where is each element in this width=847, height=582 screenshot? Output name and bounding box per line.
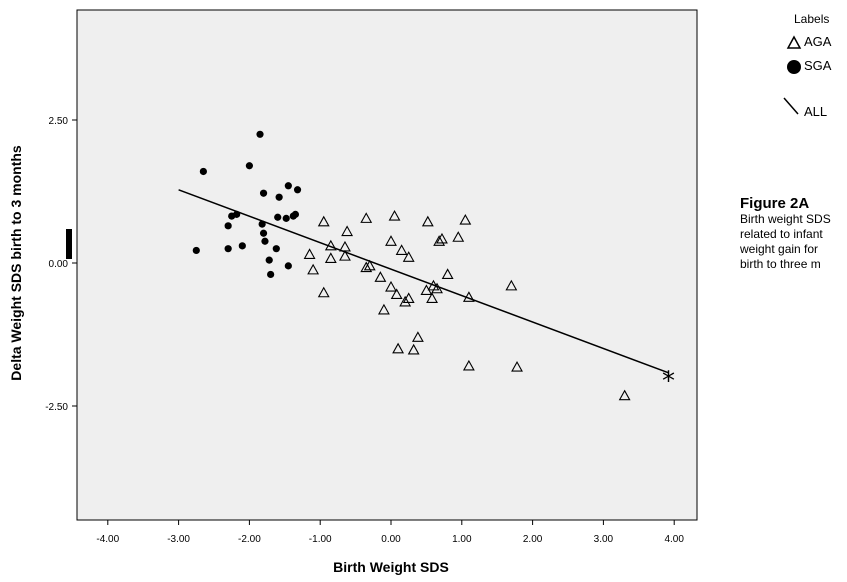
sga-point	[259, 229, 268, 237]
y-tick-label: -2.50	[45, 402, 68, 413]
legend-label-all: ALL	[804, 104, 828, 119]
caption-line: related to infant	[740, 227, 823, 241]
aga-point	[388, 209, 401, 221]
sga-point	[238, 242, 246, 250]
sga-point	[259, 189, 268, 197]
y-axis-title: Delta Weight SDS birth to 3 months	[8, 145, 24, 381]
aga-point	[317, 215, 330, 227]
sga-point	[284, 262, 292, 270]
aga-point	[385, 235, 397, 246]
aga-point	[407, 343, 420, 355]
sga-point	[265, 256, 273, 264]
aga-point	[402, 292, 415, 304]
aga-point	[392, 342, 405, 354]
x-tick-label: -4.00	[96, 534, 119, 545]
aga-point	[421, 215, 434, 227]
caption-title: Figure 2A	[740, 196, 810, 212]
aga-point	[436, 232, 448, 244]
sga-point	[282, 214, 290, 222]
aga-point	[377, 303, 390, 315]
caption-line: birth to three m	[740, 257, 821, 271]
x-tick-label: 1.00	[452, 534, 472, 545]
aga-point	[618, 389, 631, 401]
filled-circle-icon	[787, 60, 801, 74]
sga-point	[293, 186, 302, 194]
aga-point	[399, 295, 412, 307]
caption-line: weight gain for	[740, 242, 819, 256]
legend-label-sga: SGA	[804, 58, 832, 73]
y-tick-label: 0.00	[49, 259, 69, 270]
aga-point	[441, 268, 454, 279]
margin-mark	[66, 229, 72, 259]
aga-point	[363, 259, 376, 271]
x-tick-label: 0.00	[381, 534, 401, 545]
figure-caption: Figure 2A Birth weight SDS related to in…	[740, 196, 847, 272]
open-triangle-icon	[786, 35, 802, 49]
sga-point	[291, 210, 300, 218]
y-axis: 2.50 0.00 -2.50	[45, 116, 77, 413]
sga-point	[275, 193, 283, 201]
aga-point	[341, 225, 354, 237]
sga-point	[199, 167, 207, 176]
x-tick-label: 2.00	[523, 534, 543, 545]
aga-point	[431, 282, 443, 294]
aga-point	[411, 331, 424, 342]
aga-point	[402, 251, 415, 262]
sga-point	[233, 210, 241, 218]
asterisk-annotation: *	[662, 367, 675, 397]
x-tick-label: 4.00	[664, 534, 684, 545]
x-tick-label: -3.00	[167, 534, 190, 545]
sga-point	[245, 162, 253, 170]
aga-point	[433, 235, 446, 246]
x-axis-title: Birth Weight SDS	[333, 559, 449, 575]
aga-point	[385, 280, 397, 292]
caption-line: Birth weight SDS	[740, 212, 831, 226]
sga-point	[267, 270, 275, 279]
legend-title: Labels	[794, 12, 830, 26]
legend-label-aga: AGA	[804, 34, 832, 49]
data-marks: *	[178, 130, 675, 401]
aga-point	[324, 239, 337, 251]
aga-point	[307, 263, 320, 275]
sga-point	[261, 237, 269, 245]
sga-point	[272, 245, 280, 253]
plot-area	[76, 9, 698, 521]
aga-point	[452, 231, 465, 242]
aga-point	[459, 213, 472, 225]
x-tick-label: 3.00	[594, 534, 614, 545]
aga-point	[317, 286, 330, 298]
aga-point	[303, 248, 316, 259]
aga-point	[505, 279, 518, 291]
sga-point	[284, 182, 292, 190]
fit-line-icon	[783, 97, 799, 115]
sga-point	[274, 213, 282, 221]
aga-point	[374, 271, 387, 282]
aga-point	[390, 288, 403, 300]
aga-point	[462, 359, 475, 371]
aga-point	[360, 261, 373, 273]
sga-point	[258, 220, 266, 228]
sga-point	[192, 246, 200, 255]
aga-point	[511, 360, 523, 372]
aga-point	[324, 252, 337, 263]
aga-point	[462, 291, 475, 302]
x-tick-label: -1.00	[309, 534, 332, 545]
x-axis: -4.00 -3.00 -2.00 -1.00 0.00 1.00 2.00 3.00 4.00	[96, 520, 684, 545]
aga-point	[339, 250, 351, 261]
sga-point	[224, 245, 232, 253]
sga-point	[256, 130, 264, 138]
aga-point	[395, 244, 408, 255]
sga-point	[224, 222, 232, 230]
aga-point	[426, 292, 438, 304]
fit-line	[178, 189, 669, 374]
aga-point	[360, 212, 373, 223]
x-tick-label: -2.00	[238, 534, 261, 545]
y-tick-label: 2.50	[49, 116, 69, 127]
